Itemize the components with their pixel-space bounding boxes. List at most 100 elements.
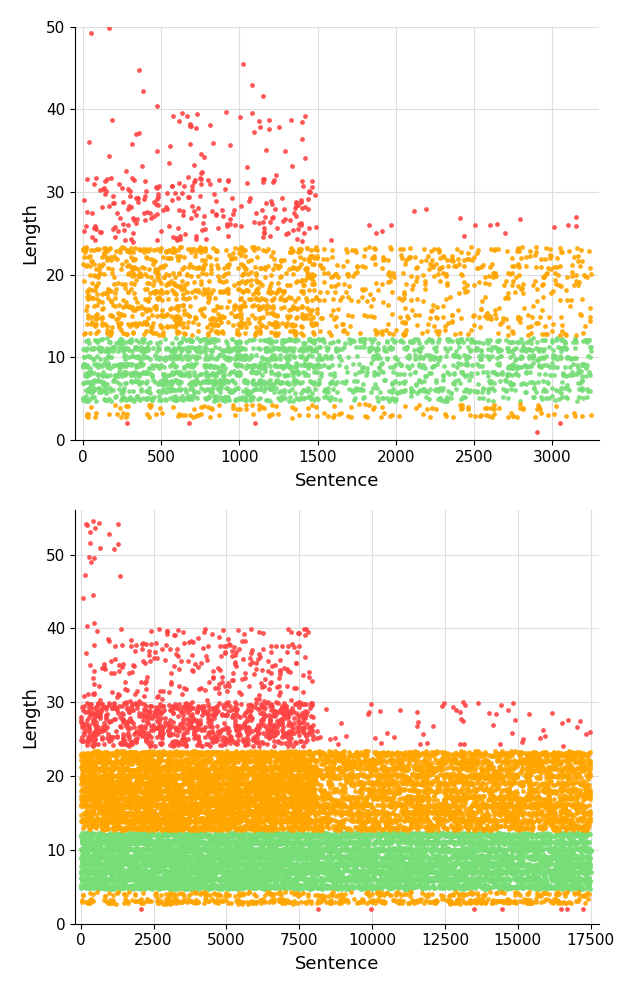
Point <box>382 879 392 895</box>
Point <box>420 766 430 782</box>
Point <box>563 751 574 767</box>
Point <box>211 770 221 786</box>
Point <box>284 715 294 731</box>
Point <box>286 848 296 864</box>
Point <box>160 352 170 368</box>
Point <box>303 877 314 893</box>
Point <box>174 880 184 896</box>
Point <box>305 768 315 784</box>
Point <box>524 871 534 887</box>
Point <box>174 798 184 814</box>
Point <box>505 829 515 845</box>
Point <box>388 814 398 830</box>
Point <box>216 811 226 827</box>
Point <box>499 895 509 911</box>
Point <box>85 747 95 763</box>
Point <box>502 826 513 842</box>
Point <box>530 744 541 759</box>
Point <box>293 857 303 873</box>
Point <box>141 754 151 770</box>
Point <box>146 880 156 896</box>
Point <box>99 721 109 737</box>
Point <box>481 835 492 851</box>
Point <box>337 803 347 819</box>
Point <box>226 857 236 873</box>
Point <box>118 814 128 830</box>
Point <box>525 813 536 829</box>
Point <box>244 849 254 865</box>
Point <box>162 762 172 778</box>
Point <box>100 316 110 332</box>
Point <box>414 356 424 372</box>
Point <box>485 881 495 897</box>
Point <box>207 829 217 845</box>
Point <box>377 856 387 872</box>
Point <box>352 797 363 813</box>
Point <box>469 829 479 845</box>
Point <box>345 827 355 843</box>
Point <box>89 753 99 769</box>
Point <box>168 878 178 894</box>
Point <box>253 782 263 798</box>
Point <box>548 359 558 375</box>
Point <box>501 806 511 822</box>
Point <box>340 871 350 887</box>
Point <box>141 872 151 888</box>
Point <box>278 879 288 895</box>
Point <box>85 811 95 827</box>
Point <box>226 783 237 799</box>
Point <box>223 783 233 799</box>
Point <box>258 624 268 640</box>
Point <box>300 260 310 276</box>
Point <box>537 761 547 777</box>
Point <box>147 781 157 797</box>
Point <box>583 841 593 857</box>
Point <box>483 368 493 384</box>
Point <box>235 825 245 841</box>
Point <box>378 758 388 774</box>
Point <box>210 744 220 759</box>
Point <box>230 701 240 717</box>
Point <box>545 864 555 880</box>
Point <box>299 357 309 373</box>
Point <box>274 880 284 896</box>
Point <box>426 871 436 887</box>
Point <box>329 880 340 896</box>
Point <box>573 886 583 902</box>
Point <box>546 851 556 867</box>
Point <box>532 751 542 767</box>
Point <box>279 892 289 908</box>
Point <box>336 342 347 358</box>
Point <box>283 798 293 814</box>
Point <box>123 775 133 791</box>
Point <box>190 805 200 821</box>
Point <box>141 768 151 784</box>
Point <box>562 782 572 798</box>
Point <box>525 763 536 779</box>
Point <box>165 737 175 752</box>
Point <box>149 841 160 857</box>
Point <box>184 351 194 367</box>
Point <box>241 767 251 783</box>
Point <box>238 806 248 822</box>
Point <box>291 744 301 759</box>
Point <box>190 759 200 775</box>
Point <box>273 770 284 786</box>
Point <box>331 878 341 894</box>
Point <box>216 844 226 860</box>
Point <box>304 865 314 881</box>
Point <box>225 293 235 309</box>
Point <box>528 776 538 792</box>
Point <box>119 822 129 838</box>
Point <box>406 804 416 820</box>
Point <box>516 873 526 889</box>
Point <box>202 706 212 722</box>
Point <box>432 310 443 326</box>
Point <box>356 755 366 771</box>
Point <box>152 781 162 797</box>
Point <box>149 859 159 875</box>
Point <box>273 318 283 334</box>
Point <box>174 848 184 864</box>
Point <box>204 865 214 881</box>
Point <box>530 747 541 763</box>
